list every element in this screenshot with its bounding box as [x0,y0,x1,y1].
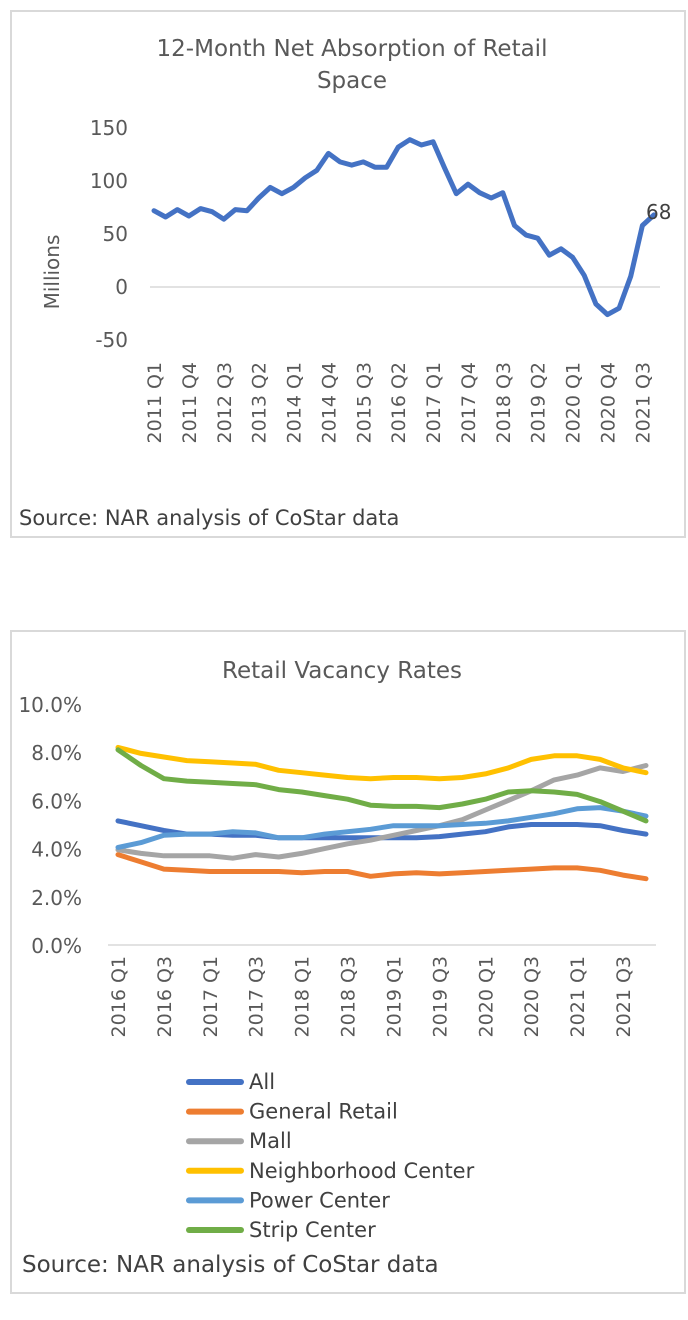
x-tick-label: 2020 Q3 [521,956,543,1037]
series-line-net-absorption [151,137,657,318]
vacancy-rates-chart-panel: Retail Vacancy Rates 10.0% 8.0% 6.0% 4.0% 2.… [10,630,686,1294]
legend-item: Neighborhood Center [186,1159,475,1183]
x-tick-label: 2018 Q3 [338,956,360,1037]
net-absorption-chart: 12-Month Net Absorption of Retail Space … [40,36,671,443]
legend-item: Mall [186,1129,292,1153]
legend-item: General Retail [186,1100,398,1124]
x-tick-label: 2012 Q3 [214,362,236,443]
x-tick-label: 2021 Q3 [632,362,654,443]
x-tick-label: 2016 Q2 [388,362,410,443]
x-tick-label: 2013 Q2 [249,362,271,443]
legend-label: Strip Center [249,1218,376,1242]
source-note: Source: NAR analysis of CoStar data [22,1252,439,1278]
x-tick-label: 2014 Q4 [318,362,340,443]
y-tick-label: 8.0% [31,741,82,765]
y-tick-label: 0 [115,275,128,299]
legend-label: Neighborhood Center [249,1159,475,1183]
x-tick-label: 2011 Q1 [144,362,166,443]
legend-label: All [249,1070,275,1094]
y-tick-label: 50 [103,222,128,246]
x-tick-label: 2019 Q3 [429,956,451,1037]
x-tick-label: 2020 Q1 [563,362,585,443]
legend-item: Strip Center [186,1218,376,1242]
series-line-mall [115,763,649,861]
y-tick-label: 6.0% [31,789,82,813]
last-value-data-label: 68 [646,200,671,224]
chart-title: Retail Vacancy Rates [222,658,462,684]
x-tick-label: 2016 Q1 [108,956,130,1037]
x-tick-label: 2017 Q3 [246,956,268,1037]
x-tick-label: 2016 Q3 [154,956,176,1037]
y-tick-label: 150 [90,116,128,140]
y-tick-label: 2.0% [31,886,82,910]
x-tick-label: 2019 Q2 [528,362,550,443]
series-line-general-retail [115,852,649,882]
chart-title: 12-Month Net Absorption of Retail [157,36,548,62]
x-tick-label: 2011 Q4 [179,362,201,443]
y-tick-label: -50 [95,328,128,352]
legend-label: General Retail [249,1100,398,1124]
legend-label: Power Center [249,1188,390,1212]
series-line-power-center [115,805,649,850]
y-axis-label: Millions [40,235,64,310]
series-line-neighborhood-center [115,744,649,782]
y-tick-label: 0.0% [31,934,82,958]
x-tick-label: 2019 Q1 [383,956,405,1037]
y-tick-label: 4.0% [31,838,82,862]
y-tick-label: 100 [90,169,128,193]
x-tick-label: 2018 Q3 [493,362,515,443]
x-tick-label: 2017 Q1 [200,956,222,1037]
net-absorption-chart-panel: 12-Month Net Absorption of Retail Space … [10,10,686,538]
x-tick-label: 2021 Q3 [613,956,635,1037]
y-tick-label: 10.0% [18,693,82,717]
source-note: Source: NAR analysis of CoStar data [19,506,400,530]
x-tick-label: 2017 Q4 [458,362,480,443]
x-tick-label: 2020 Q1 [475,956,497,1037]
series-line-strip-center [115,747,649,824]
legend-item: Power Center [186,1188,390,1212]
x-tick-label: 2018 Q1 [292,956,314,1037]
x-tick-label: 2020 Q4 [597,362,619,443]
chart-title-line2: Space [317,68,387,94]
legend-label: Mall [249,1129,292,1153]
x-tick-label: 2014 Q1 [284,362,306,443]
x-tick-label: 2015 Q3 [353,362,375,443]
x-tick-label: 2021 Q1 [567,956,589,1037]
legend-item: All [186,1070,275,1094]
x-tick-label: 2017 Q1 [423,362,445,443]
vacancy-rates-chart: Retail Vacancy Rates 10.0% 8.0% 6.0% 4.0% 2.… [18,658,656,1242]
